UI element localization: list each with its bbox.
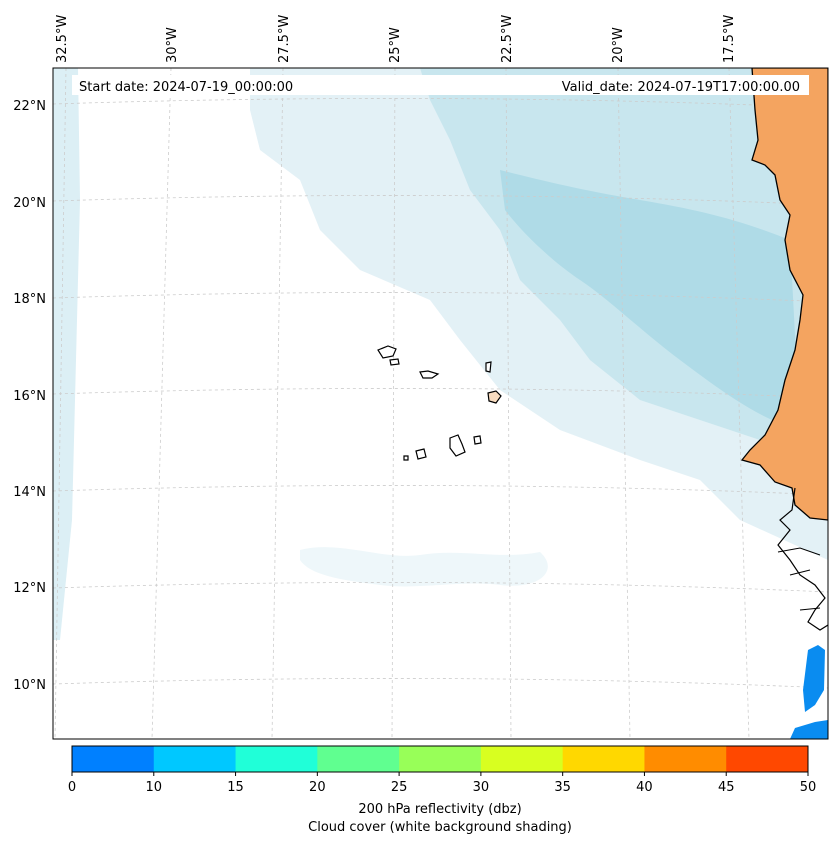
lat-label: 14°N (13, 485, 46, 500)
lon-label: 25°W (388, 27, 403, 63)
colorbar-frame (71, 745, 809, 773)
longitude-labels: 32.5°W 30°W 27.5°W 25°W 22.5°W 20°W 17.5°W (55, 15, 737, 63)
lon-label: 17.5°W (722, 15, 737, 63)
lon-label: 32.5°W (55, 15, 70, 63)
cloud-cover-core (500, 170, 800, 430)
colorbar-tick-label: 0 (68, 780, 76, 795)
colorbar-tick-label: 20 (309, 780, 326, 795)
coastline-south (777, 487, 828, 631)
colorbar-segment (399, 746, 482, 772)
africa-land (740, 68, 828, 521)
lat-label: 10°N (13, 678, 46, 693)
cloud-patches-south (300, 547, 548, 587)
lat-label: 20°N (13, 196, 46, 211)
colorbar-tick-label: 15 (227, 780, 244, 795)
lon-label: 22.5°W (500, 15, 515, 63)
island-fogo (415, 448, 427, 460)
colorbar-label-cloud-cover: Cloud cover (white background shading) (308, 820, 572, 835)
colorbar-segment (726, 746, 809, 772)
start-date-label: Start date: 2024-07-19_00:00:00 (79, 80, 293, 95)
lat-label: 12°N (13, 581, 46, 596)
coastline-detail (777, 547, 821, 611)
lat-label: 16°N (13, 389, 46, 404)
island-santo-antao (377, 345, 397, 359)
valid-date-label: Valid_date: 2024-07-19T17:00:00.00 (562, 80, 800, 95)
lon-label: 30°W (165, 27, 180, 63)
date-banner (72, 75, 809, 95)
gridlines (53, 68, 828, 739)
colorbar: 0 10 15 20 25 30 35 40 45 50 (68, 745, 817, 795)
colorbar-segment (562, 746, 645, 772)
island-brava (403, 455, 409, 461)
latitude-labels: 22°N 20°N 18°N 16°N 14°N 12°N 10°N (13, 99, 46, 693)
map-layers (53, 68, 828, 739)
lat-label: 18°N (13, 292, 46, 307)
island-sal (485, 361, 492, 373)
colorbar-tick-label: 40 (636, 780, 653, 795)
island-boa-vista (487, 390, 502, 404)
map-frame (52, 67, 829, 740)
colorbar-tick-label: 35 (554, 780, 571, 795)
colorbar-tick-label: 30 (473, 780, 490, 795)
colorbar-segment (153, 746, 237, 772)
reflectivity-blob-1 (803, 645, 825, 712)
colorbar-tick-label: 25 (391, 780, 408, 795)
colorbar-tick-label: 10 (146, 780, 163, 795)
reflectivity-blob-2 (790, 720, 828, 739)
lat-label: 22°N (13, 99, 46, 114)
island-sao-vicente (389, 358, 400, 366)
colorbar-tick-label: 50 (800, 780, 817, 795)
colorbar-segment (235, 746, 318, 772)
colorbar-segment (480, 746, 564, 772)
colorbar-segment (317, 746, 400, 772)
cape-verde-islands (377, 345, 502, 461)
colorbar-tick-label: 45 (718, 780, 735, 795)
colorbar-label-reflectivity: 200 hPa reflectivity (dbz) (358, 802, 521, 817)
colorbar-segment (644, 746, 727, 772)
island-sao-nicolau (419, 370, 440, 379)
lon-label: 27.5°W (277, 15, 292, 63)
island-santiago (449, 434, 466, 457)
island-maio (473, 435, 482, 445)
lon-label: 20°W (611, 27, 626, 63)
colorbar-segment (72, 746, 155, 772)
cloud-cover-left-strip (53, 68, 80, 640)
